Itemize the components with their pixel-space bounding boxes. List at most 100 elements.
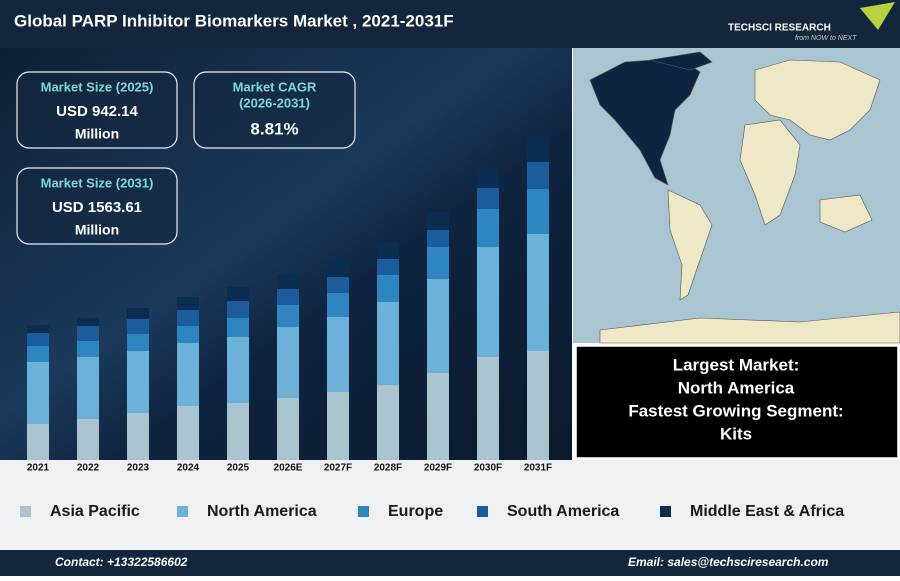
x-tick-label: 2023	[127, 463, 150, 474]
x-tick-label: 2021	[27, 463, 50, 474]
x-tick-label: 2026E	[274, 463, 303, 474]
bar-segment	[177, 343, 199, 406]
highlight-text: North America	[678, 378, 795, 397]
bar-segment	[527, 136, 549, 162]
kpi-value: USD 942.14	[56, 103, 138, 120]
bar-segment	[427, 212, 449, 230]
bar-segment	[327, 261, 349, 277]
bar-segment	[127, 334, 149, 351]
kpi-value: 8.81%	[250, 119, 298, 138]
kpi-card	[16, 167, 178, 245]
bar-segment	[277, 274, 299, 289]
x-tick-label: 2030F	[474, 463, 502, 474]
world-map	[589, 51, 900, 344]
header-band	[0, 0, 900, 48]
bar-segment	[277, 327, 299, 398]
highlight-text: Largest Market:	[673, 355, 800, 374]
bar-segment	[327, 277, 349, 293]
legend-swatch	[20, 506, 31, 517]
bar-segment	[177, 326, 199, 343]
bar-segment	[527, 189, 549, 234]
bar-segment	[327, 317, 349, 392]
bar-segment	[177, 297, 199, 310]
logo: TECHSCI RESEARCH from NOW to NEXT	[728, 2, 895, 42]
bar-segment	[127, 319, 149, 334]
x-tick-label: 2029F	[424, 463, 452, 474]
bar-segment	[427, 279, 449, 373]
kpi-label: Market CAGR	[233, 79, 317, 94]
bar-segment	[227, 403, 249, 460]
legend-label: North America	[207, 503, 317, 520]
footer-email: Email: sales@techsciresearch.com	[628, 555, 829, 569]
logo-tagline: from NOW to NEXT	[795, 35, 857, 42]
kpi-label: Market Size (2031)	[41, 175, 154, 190]
bar-segment	[477, 247, 499, 357]
bar-segment	[77, 357, 99, 419]
x-tick-label: 2031F	[524, 463, 552, 474]
legend-label: Middle East & Africa	[690, 503, 844, 520]
bar-segment	[27, 346, 49, 362]
x-tick-label: 2028F	[374, 463, 402, 474]
x-tick-label: 2025	[227, 463, 250, 474]
bar-segment	[27, 325, 49, 333]
bar-segment	[427, 230, 449, 247]
legend-label: Asia Pacific	[50, 503, 140, 520]
bar-segment	[527, 234, 549, 351]
bar-segment	[277, 289, 299, 305]
bar-segment	[377, 275, 399, 302]
highlight-box	[575, 345, 899, 459]
legend-swatch	[660, 506, 671, 517]
kpi-label: Market Size (2025)	[41, 79, 154, 94]
kpi-sublabel: (2026-2031)	[239, 95, 310, 110]
legend-swatch	[177, 506, 188, 517]
bar-segment	[77, 419, 99, 460]
bar-segment	[477, 357, 499, 460]
bar-segment	[227, 318, 249, 337]
bar-segment	[227, 301, 249, 318]
footer-contact: Contact: +13322586602	[55, 555, 188, 569]
bar-segment	[377, 259, 399, 275]
bar-segment	[527, 162, 549, 189]
bar-segment	[127, 413, 149, 460]
chart-title: Global PARP Inhibitor Biomarkers Market …	[14, 11, 454, 30]
legend-label: South America	[507, 503, 619, 520]
bar-segment	[327, 293, 349, 317]
highlight-text: Fastest Growing Segment:	[628, 401, 843, 420]
legend-band	[0, 460, 900, 550]
bar-segment	[177, 406, 199, 460]
bar-segment	[127, 351, 149, 413]
bar-segment	[227, 337, 249, 403]
bar-segment	[477, 209, 499, 247]
bar-segment	[377, 385, 399, 460]
bar-segment	[427, 247, 449, 279]
kpi-value: USD 1563.61	[52, 199, 142, 216]
bar-segment	[227, 287, 249, 301]
bar-segment	[27, 362, 49, 424]
footer-band	[0, 550, 900, 576]
bar-segment	[27, 333, 49, 346]
bar-segment	[277, 305, 299, 327]
x-tick-label: 2024	[177, 463, 200, 474]
legend-swatch	[358, 506, 369, 517]
bar-segment	[27, 424, 49, 460]
bar-segment	[177, 310, 199, 326]
legend-label: Europe	[388, 503, 443, 520]
bar-segment	[127, 308, 149, 319]
bar-segment	[377, 302, 399, 385]
bar-segment	[277, 398, 299, 460]
bar-segment	[527, 351, 549, 460]
highlight-text: Kits	[720, 424, 752, 443]
bar-segment	[327, 392, 349, 460]
kpi-card	[193, 71, 356, 149]
bar-segment	[77, 318, 99, 326]
x-tick-label: 2027F	[324, 463, 352, 474]
bar-segment	[77, 326, 99, 341]
legend-swatch	[477, 506, 488, 517]
bar-segment	[427, 373, 449, 460]
kpi-card	[16, 71, 178, 149]
x-tick-label: 2022	[77, 463, 100, 474]
logo-name: TECHSCI RESEARCH	[728, 23, 831, 34]
kpi-unit: Million	[75, 126, 119, 142]
kpi-unit: Million	[75, 222, 119, 238]
